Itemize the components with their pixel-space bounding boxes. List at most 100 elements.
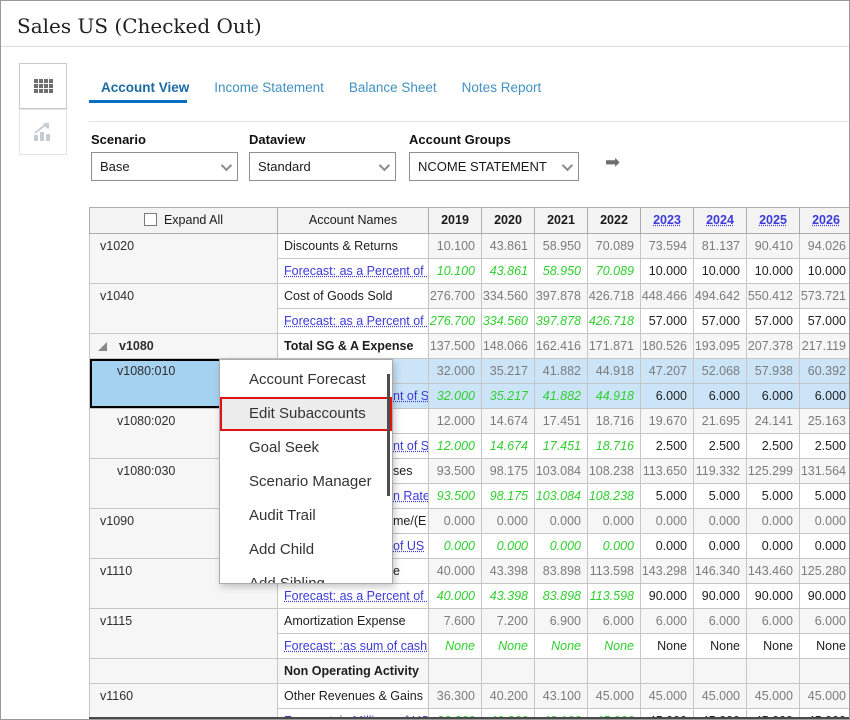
value-cell[interactable]: 6.000 bbox=[746, 383, 800, 409]
value-cell[interactable]: 334.560 bbox=[481, 308, 535, 334]
value-cell[interactable]: 550.412 bbox=[746, 283, 800, 309]
value-cell[interactable]: 44.918 bbox=[587, 358, 641, 384]
value-cell[interactable]: 57.000 bbox=[640, 308, 694, 334]
tab-balance-sheet[interactable]: Balance Sheet bbox=[348, 80, 437, 95]
value-cell[interactable]: 6.000 bbox=[799, 383, 849, 409]
value-cell[interactable]: 137.500 bbox=[428, 333, 482, 359]
forecast-link-cell[interactable]: Forecast: as a Percent of D bbox=[277, 583, 429, 609]
value-cell[interactable]: 10.000 bbox=[693, 258, 747, 284]
value-cell[interactable]: 45.000 bbox=[693, 683, 747, 709]
value-cell[interactable]: 41.882 bbox=[534, 383, 588, 409]
account-code-cell[interactable]: v1160 bbox=[89, 683, 278, 718]
account-code-cell[interactable]: v1080 bbox=[89, 333, 278, 359]
value-cell[interactable]: 17.451 bbox=[534, 433, 588, 459]
value-cell[interactable]: None bbox=[799, 633, 849, 659]
year-link-2026[interactable]: 2026 bbox=[812, 213, 840, 227]
value-cell[interactable]: 90.410 bbox=[746, 233, 800, 259]
value-cell[interactable]: 57.000 bbox=[693, 308, 747, 334]
value-cell[interactable]: 0.000 bbox=[481, 533, 535, 559]
account-code-cell[interactable]: v1020 bbox=[89, 233, 278, 284]
expanded-triangle-icon[interactable] bbox=[98, 342, 107, 351]
account-name-cell[interactable]: Amortization Expense bbox=[277, 608, 429, 634]
value-cell[interactable]: 32.000 bbox=[428, 358, 482, 384]
value-cell[interactable]: 83.898 bbox=[534, 558, 588, 584]
value-cell[interactable]: 0.000 bbox=[746, 533, 800, 559]
value-cell[interactable] bbox=[693, 658, 747, 684]
value-cell[interactable]: 171.871 bbox=[587, 333, 641, 359]
dataview-select[interactable]: Standard bbox=[249, 152, 396, 181]
chart-view-button[interactable] bbox=[19, 109, 67, 155]
value-cell[interactable]: 7.600 bbox=[428, 608, 482, 634]
forecast-link[interactable]: Forecast: as a Percent of D bbox=[284, 589, 429, 603]
value-cell[interactable]: 426.718 bbox=[587, 308, 641, 334]
value-cell[interactable]: 32.000 bbox=[428, 383, 482, 409]
year-link-2024[interactable]: 2024 bbox=[706, 213, 734, 227]
account-name-cell[interactable]: Non Operating Activity bbox=[277, 658, 429, 684]
forecast-link-cell[interactable]: Forecast: as a Percent of S bbox=[277, 308, 429, 334]
context-menu-item-edit-subaccounts[interactable]: Edit Subaccounts bbox=[220, 397, 392, 431]
value-cell[interactable]: 73.594 bbox=[640, 233, 694, 259]
value-cell[interactable]: 47.207 bbox=[640, 358, 694, 384]
value-cell[interactable]: 10.000 bbox=[799, 258, 849, 284]
year-column-header-2024[interactable]: 2024 bbox=[693, 207, 747, 234]
value-cell[interactable]: 2.500 bbox=[799, 433, 849, 459]
value-cell[interactable]: 494.642 bbox=[693, 283, 747, 309]
value-cell[interactable]: 58.950 bbox=[534, 258, 588, 284]
value-cell[interactable]: 448.466 bbox=[640, 283, 694, 309]
value-cell[interactable]: 44.918 bbox=[587, 383, 641, 409]
account-name-cell[interactable]: Discounts & Returns bbox=[277, 233, 429, 259]
value-cell[interactable]: 60.392 bbox=[799, 358, 849, 384]
value-cell[interactable]: 10.000 bbox=[746, 258, 800, 284]
value-cell[interactable]: 0.000 bbox=[428, 508, 482, 534]
value-cell[interactable]: 0.000 bbox=[587, 533, 641, 559]
value-cell[interactable]: 10.000 bbox=[640, 258, 694, 284]
value-cell[interactable]: None bbox=[693, 633, 747, 659]
value-cell[interactable]: 0.000 bbox=[693, 533, 747, 559]
value-cell[interactable]: 0.000 bbox=[746, 508, 800, 534]
year-column-header-2023[interactable]: 2023 bbox=[640, 207, 694, 234]
year-link-2023[interactable]: 2023 bbox=[653, 213, 681, 227]
value-cell[interactable]: 207.378 bbox=[746, 333, 800, 359]
value-cell[interactable]: 6.000 bbox=[587, 608, 641, 634]
value-cell[interactable]: 98.175 bbox=[481, 483, 535, 509]
value-cell[interactable]: 43.100 bbox=[534, 683, 588, 709]
value-cell[interactable]: 7.200 bbox=[481, 608, 535, 634]
account-name-cell[interactable]: Other Revenues & Gains bbox=[277, 683, 429, 709]
value-cell[interactable]: 0.000 bbox=[534, 533, 588, 559]
value-cell[interactable]: 108.238 bbox=[587, 483, 641, 509]
value-cell[interactable]: 17.451 bbox=[534, 408, 588, 434]
value-cell[interactable]: None bbox=[428, 633, 482, 659]
account-groups-select[interactable]: NCOME STATEMENT bbox=[409, 152, 579, 181]
value-cell[interactable]: 10.100 bbox=[428, 258, 482, 284]
value-cell[interactable] bbox=[428, 658, 482, 684]
value-cell[interactable]: 14.674 bbox=[481, 433, 535, 459]
value-cell[interactable]: 2.500 bbox=[746, 433, 800, 459]
value-cell[interactable]: 113.598 bbox=[587, 583, 641, 609]
tab-account-view[interactable]: Account View bbox=[101, 80, 190, 95]
forecast-link[interactable]: Forecast: :as sum of cash bbox=[284, 639, 428, 653]
value-cell[interactable]: 0.000 bbox=[587, 508, 641, 534]
value-cell[interactable]: 131.564 bbox=[799, 458, 849, 484]
value-cell[interactable]: 83.898 bbox=[534, 583, 588, 609]
value-cell[interactable]: 6.000 bbox=[799, 608, 849, 634]
value-cell[interactable]: 41.882 bbox=[534, 358, 588, 384]
value-cell[interactable]: 12.000 bbox=[428, 408, 482, 434]
value-cell[interactable]: 45.000 bbox=[799, 708, 849, 718]
value-cell[interactable]: 103.084 bbox=[534, 458, 588, 484]
forecast-link-cell[interactable]: Forecast: as a Percent of F bbox=[277, 258, 429, 284]
value-cell[interactable] bbox=[640, 658, 694, 684]
value-cell[interactable]: 5.000 bbox=[693, 483, 747, 509]
year-link-2025[interactable]: 2025 bbox=[759, 213, 787, 227]
value-cell[interactable]: 40.000 bbox=[428, 583, 482, 609]
context-menu-item-account-forecast[interactable]: Account Forecast bbox=[249, 371, 366, 388]
scenario-select[interactable]: Base bbox=[91, 152, 238, 181]
value-cell[interactable]: 143.460 bbox=[746, 558, 800, 584]
expand-all-checkbox[interactable] bbox=[143, 213, 157, 226]
year-column-header-2026[interactable]: 2026 bbox=[799, 207, 849, 234]
forecast-link[interactable]: nt of S bbox=[393, 439, 429, 453]
account-name-cell[interactable]: Total SG & A Expense bbox=[277, 333, 429, 359]
forecast-link[interactable]: Forecast: as a Percent of S bbox=[284, 314, 429, 328]
context-menu-item-scenario-manager[interactable]: Scenario Manager bbox=[249, 473, 372, 490]
value-cell[interactable]: None bbox=[534, 633, 588, 659]
value-cell[interactable]: 43.861 bbox=[481, 258, 535, 284]
